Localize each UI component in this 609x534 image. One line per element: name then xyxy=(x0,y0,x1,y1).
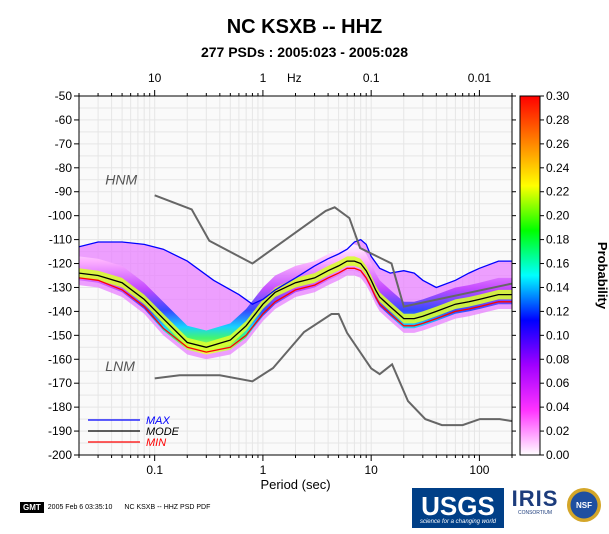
usgs-logo-text: USGS xyxy=(421,491,495,521)
colorbar-tick-label: 0.16 xyxy=(546,257,570,271)
y-tick-label: -50 xyxy=(55,89,73,103)
y-tick-label: -60 xyxy=(55,113,73,127)
colorbar-tick-label: 0.20 xyxy=(546,209,570,223)
colorbar-tick-label: 0.28 xyxy=(546,113,570,127)
iris-logo-text: IRIS xyxy=(511,486,559,511)
x-axis-label: Period (sec) xyxy=(260,477,330,492)
axes: -50 -60 -70 -80 -90 -100 -110 -120 -130 -140 -150 -… xyxy=(48,71,516,492)
colorbar-tick-label: 0.02 xyxy=(546,424,570,438)
x-top-tick-label: 1 xyxy=(260,71,267,85)
colorbar-tick-label: 0.12 xyxy=(546,304,570,318)
colorbar-tick-label: 0.14 xyxy=(546,280,570,294)
series-line-max xyxy=(79,238,512,305)
x-tick-label: 10 xyxy=(364,463,378,477)
chart-title: NC KSXB -- HHZ xyxy=(226,16,383,38)
colorbar-tick-label: 0.24 xyxy=(546,161,570,175)
gmt-caption: NC KSXB -- HHZ PSD PDF xyxy=(124,504,211,511)
pdf-band-core xyxy=(79,244,512,355)
series-line-mode xyxy=(79,260,512,348)
colorbar-tick-label: 0.06 xyxy=(546,376,570,390)
y-tick-label: -150 xyxy=(48,328,72,342)
x-tick-label: 1 xyxy=(260,463,267,477)
legend-label-min: MIN xyxy=(146,437,166,449)
colorbar: 0.00 0.02 0.04 0.06 0.08 0.10 0.12 0.14 0.16 0.18… xyxy=(519,89,609,462)
y-tick-label: -80 xyxy=(55,161,73,175)
colorbar-bar xyxy=(519,95,541,456)
gmt-badge: GMT xyxy=(20,502,44,513)
x-tick-label: 0.1 xyxy=(146,463,163,477)
y-tick-label: -190 xyxy=(48,424,72,438)
y-tick-label: -110 xyxy=(49,233,72,247)
y-tick-label: -200 xyxy=(48,448,72,462)
gmt-stamp: GMT 2005 Feb 6 03:35:10 NC KSXB -- HHZ P… xyxy=(20,502,210,513)
iris-logo-sub: CONSORTIUM xyxy=(517,510,553,516)
gmt-timestamp: 2005 Feb 6 03:35:10 xyxy=(47,504,113,511)
usgs-logo-tagline: science for a changing world xyxy=(419,519,497,525)
y-tick-label: -70 xyxy=(55,137,73,151)
colorbar-tick-label: 0.30 xyxy=(546,89,570,103)
x-top-axis-label: Hz xyxy=(287,71,302,85)
series-line-hnm xyxy=(154,194,512,308)
colorbar-label: Probability xyxy=(595,242,609,310)
usgs-logo: USGS science for a changing world xyxy=(412,488,504,528)
annotation-lnm: LNM xyxy=(105,358,135,374)
colorbar-tick-label: 0.18 xyxy=(546,233,570,247)
colorbar-tick-label: 0.04 xyxy=(546,400,570,414)
annotation-hnm: HNM xyxy=(105,172,137,188)
annotations: HNM LNM xyxy=(105,172,137,375)
legend-label-max: MAX xyxy=(146,415,171,427)
x-tick-label: 100 xyxy=(469,463,489,477)
probability-band xyxy=(79,239,512,360)
legend-label-mode: MODE xyxy=(146,426,180,438)
colorbar-tick-label: 0.26 xyxy=(546,137,570,151)
colorbar-tick-label: 0.00 xyxy=(546,448,570,462)
y-tick-label: -90 xyxy=(55,185,73,199)
colorbar-tick-label: 0.08 xyxy=(546,352,570,366)
y-tick-label: -140 xyxy=(48,304,72,318)
y-tick-label: -100 xyxy=(48,209,72,223)
x-top-tick-label: 0.1 xyxy=(363,71,380,85)
y-tick-label: -120 xyxy=(48,257,72,271)
y-tick-label: -130 xyxy=(48,280,72,294)
colorbar-tick-label: 0.10 xyxy=(546,328,570,342)
y-tick-label: -160 xyxy=(48,352,72,366)
y-tick-label: -180 xyxy=(48,400,72,414)
nsf-logo: NSF xyxy=(567,488,601,522)
y-tick-label: -170 xyxy=(48,376,72,390)
series-line-lnm xyxy=(154,313,512,427)
x-top-tick-label: 10 xyxy=(148,71,162,85)
x-top-tick-label: 0.01 xyxy=(468,71,492,85)
chart-subtitle: 277 PSDs : 2005:023 - 2005:028 xyxy=(200,44,409,60)
colorbar-tick-label: 0.22 xyxy=(546,185,570,199)
iris-logo: IRIS CONSORTIUM xyxy=(510,486,560,530)
series-line-min xyxy=(79,267,512,353)
series-lines xyxy=(79,194,512,427)
